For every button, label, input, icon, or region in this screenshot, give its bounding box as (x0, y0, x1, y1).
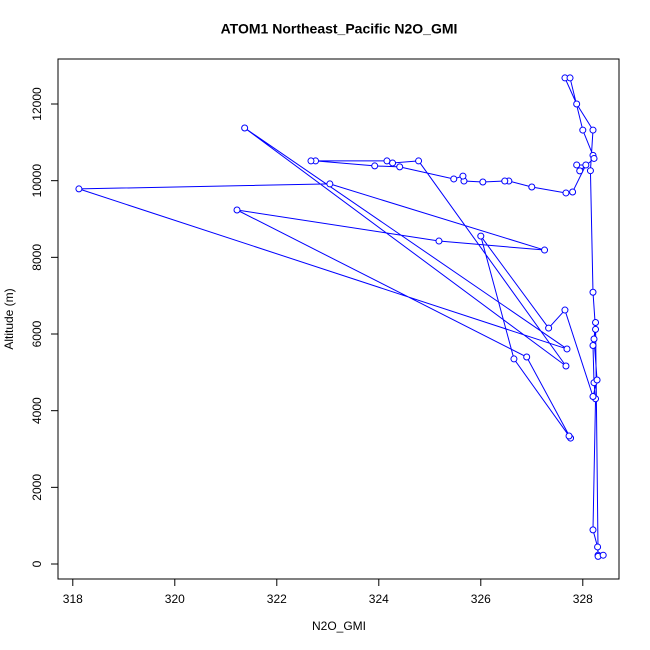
y-tick-label: 12000 (30, 87, 44, 121)
data-point (371, 162, 379, 170)
data-point (75, 185, 83, 193)
data-point (573, 100, 581, 108)
data-point (383, 157, 391, 165)
y-tick-label: 0 (30, 560, 44, 567)
data-point (576, 167, 584, 175)
x-tick-label: 322 (267, 592, 287, 606)
data-point (510, 355, 518, 363)
data-point (592, 319, 600, 327)
data-point (563, 345, 571, 353)
y-tick-label: 10000 (30, 164, 44, 198)
y-tick-label: 2000 (30, 474, 44, 501)
data-point (479, 178, 487, 186)
data-point (435, 237, 443, 245)
data-point (589, 392, 597, 400)
data-point (415, 157, 423, 165)
data-point (501, 177, 509, 185)
data-point (592, 325, 600, 333)
y-tick-label: 8000 (30, 244, 44, 271)
data-point (523, 353, 531, 361)
y-tick-label: 6000 (30, 320, 44, 347)
data-point (477, 232, 485, 240)
data-point (589, 126, 597, 134)
data-point (586, 167, 594, 175)
x-tick-label: 318 (63, 592, 83, 606)
data-point (241, 124, 249, 132)
x-tick-label: 320 (165, 592, 185, 606)
x-axis-label: N2O_GMI (312, 619, 366, 633)
data-point (590, 154, 598, 162)
data-point (233, 206, 241, 214)
data-point (590, 335, 598, 343)
data-point (459, 172, 467, 180)
y-tick-label: 4000 (30, 397, 44, 424)
data-point (589, 342, 597, 350)
data-point (599, 551, 607, 559)
data-point (593, 376, 601, 384)
data-point (307, 157, 315, 165)
data-point (545, 324, 553, 332)
data-point (594, 543, 602, 551)
x-tick-label: 326 (471, 592, 491, 606)
data-point (589, 288, 597, 296)
x-tick-label: 328 (573, 592, 593, 606)
data-point (389, 159, 397, 167)
data-point (528, 183, 536, 191)
x-tick-label: 324 (369, 592, 389, 606)
plot-frame (57, 58, 620, 580)
data-point (562, 189, 570, 197)
data-point (561, 306, 569, 314)
data-line (78, 77, 604, 557)
chart-title: ATOM1 Northeast_Pacific N2O_GMI (221, 21, 458, 37)
data-point (582, 161, 590, 169)
data-point (450, 175, 458, 183)
data-point (541, 246, 549, 254)
data-point (396, 163, 404, 171)
data-point (589, 526, 597, 534)
data-point (326, 180, 334, 188)
data-point (566, 74, 574, 82)
y-axis-label: Altitude (m) (2, 288, 16, 349)
data-point (579, 126, 587, 134)
data-point (562, 362, 570, 370)
data-point (565, 432, 573, 440)
data-point (573, 161, 581, 169)
data-point (569, 188, 577, 196)
